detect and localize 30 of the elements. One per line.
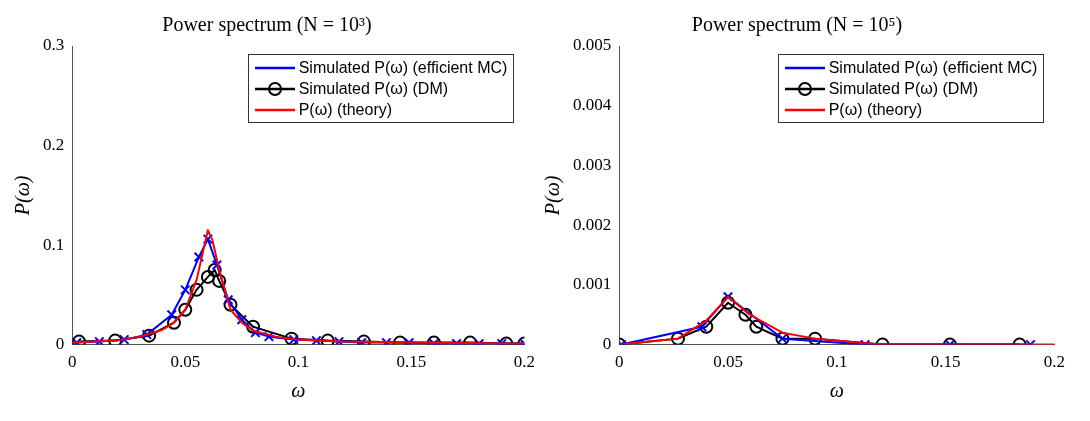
y-axis-title: P(ω) xyxy=(11,175,35,217)
y-tick-label: 0.003 xyxy=(573,154,612,174)
legend-label: Simulated P(ω) (efficient MC) xyxy=(298,58,508,78)
x-tick-label: 0.1 xyxy=(826,352,848,372)
chart-title: Power spectrum (N = 10⁵) xyxy=(691,13,903,37)
legend-label: Simulated P(ω) (DM) xyxy=(298,79,449,99)
y-tick-label: 0.005 xyxy=(573,35,612,55)
y-tick-label: 0.1 xyxy=(43,234,65,254)
legend-label: P(ω) (theory) xyxy=(828,100,923,120)
x-axis-title: ω xyxy=(829,379,844,402)
chart-title: Power spectrum (N = 10³) xyxy=(162,13,372,37)
legend-label: P(ω) (theory) xyxy=(298,100,393,120)
y-tick-label: 0.2 xyxy=(43,135,65,154)
y-tick-label: 0.001 xyxy=(573,274,612,294)
legend-label: Simulated P(ω) (efficient MC) xyxy=(828,58,1038,78)
x-tick-label: 0.05 xyxy=(170,352,201,372)
y-tick-label: 0.3 xyxy=(43,35,65,55)
x-tick-label: 0.05 xyxy=(713,352,743,372)
x-tick-label: 0.1 xyxy=(287,352,309,372)
y-axis-title: P(ω) xyxy=(541,175,565,217)
x-tick-label: 0.2 xyxy=(1043,352,1065,372)
y-tick-label: 0 xyxy=(602,334,612,354)
y-tick-label: 0.002 xyxy=(573,214,612,234)
x-tick-label: 0.2 xyxy=(513,352,535,372)
y-tick-label: 0.004 xyxy=(573,95,612,115)
legend-label: Simulated P(ω) (DM) xyxy=(828,79,979,99)
x-tick-label: 0.15 xyxy=(396,352,427,372)
x-tick-label: 0.15 xyxy=(930,352,961,372)
x-axis-title: ω xyxy=(291,379,306,402)
y-tick-label: 0 xyxy=(55,334,65,354)
